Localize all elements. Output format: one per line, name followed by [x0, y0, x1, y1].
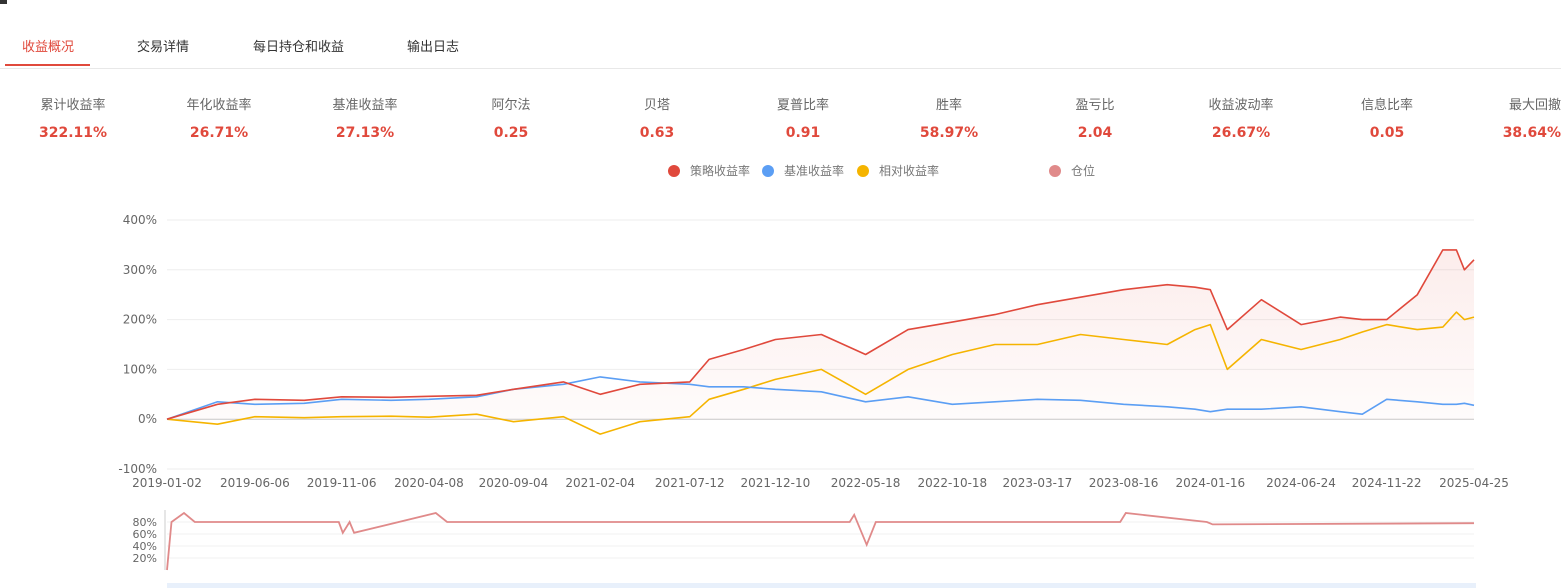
legend-strategy-label[interactable]: 策略收益率 — [690, 163, 750, 178]
legend-benchmark-label[interactable]: 基准收益率 — [784, 163, 844, 178]
series-line-strategy — [166, 249, 1475, 420]
metric-value: 0.05 — [1369, 125, 1405, 141]
strategy-area — [167, 249, 1474, 420]
position-y-tick-label: 20% — [133, 552, 157, 565]
x-tick-label: 2019-06-06 — [220, 476, 290, 490]
metric-label: 胜率 — [935, 98, 962, 113]
metric-annual-return: 年化收益率 26.71% — [159, 94, 279, 141]
metric-label: 基准收益率 — [332, 98, 398, 113]
legend-relative-label[interactable]: 相对收益率 — [879, 163, 939, 178]
tab-return-overview[interactable]: 收益概况 — [22, 40, 75, 55]
metric-value: 26.71% — [189, 125, 249, 141]
metric-label: 信息比率 — [1360, 98, 1413, 113]
x-tick-label: 2019-11-06 — [307, 476, 377, 490]
metric-value: 0.63 — [639, 125, 675, 141]
main-grid: 400% 300% 200% 100% 0% -100% — [118, 213, 1474, 476]
tab-trade-details[interactable]: 交易详情 — [137, 40, 190, 55]
legend-position-dot[interactable] — [1049, 165, 1061, 177]
legend-relative-dot[interactable] — [857, 165, 869, 177]
metric-label: 最大回撤 — [1508, 98, 1561, 113]
tab-daily-holdings[interactable]: 每日持仓和收益 — [253, 40, 345, 55]
metric-value: 322.11% — [38, 125, 108, 141]
metric-label: 年化收益率 — [186, 98, 252, 113]
metric-value: 27.13% — [335, 125, 395, 141]
x-tick-label: 2024-06-24 — [1266, 476, 1336, 490]
top-left-mark — [0, 0, 7, 4]
x-tick-label: 2025-04-25 — [1439, 476, 1509, 490]
position-y-tick-label: 80% — [133, 516, 157, 529]
tab-output-log[interactable]: 输出日志 — [407, 40, 460, 55]
main-axis: 2019-01-02 2019-06-06 2019-11-06 2020-04-08… — [132, 476, 1509, 490]
y-tick-label: -100% — [118, 462, 157, 476]
y-tick-label: 400% — [123, 213, 157, 227]
x-tick-label: 2021-02-04 — [565, 476, 635, 490]
metric-sharpe: 夏普比率 0.91 — [743, 94, 863, 141]
position-chart: 80%60%40%20% — [133, 510, 1475, 571]
metric-label: 收益波动率 — [1208, 98, 1274, 113]
metric-label: 累计收益率 — [40, 98, 106, 113]
x-tick-label: 2022-05-18 — [831, 476, 901, 490]
metric-label: 夏普比率 — [776, 98, 829, 113]
x-tick-label: 2021-07-12 — [655, 476, 725, 490]
metric-value: 58.97% — [919, 125, 979, 141]
position-y-tick-label: 60% — [133, 528, 157, 541]
x-tick-label: 2023-08-16 — [1089, 476, 1159, 490]
legend-position-label[interactable]: 仓位 — [1071, 163, 1095, 178]
y-tick-label: 0% — [138, 412, 157, 426]
x-tick-label: 2024-11-22 — [1352, 476, 1422, 490]
position-y-tick-label: 40% — [133, 540, 157, 553]
metric-cumulative-return: 累计收益率 322.11% — [13, 94, 133, 141]
chart-legend: 策略收益率 基准收益率 相对收益率 仓位 — [668, 163, 1095, 178]
x-tick-label: 2023-03-17 — [1003, 476, 1073, 490]
series-line-benchmark — [166, 376, 1475, 420]
main-series — [166, 249, 1475, 435]
metric-value: 2.04 — [1077, 125, 1113, 141]
range-slider[interactable] — [167, 583, 1476, 588]
series-line-relative — [166, 311, 1475, 435]
metric-value: 26.67% — [1211, 125, 1271, 141]
position-line — [166, 511, 1475, 571]
metric-win-rate: 胜率 58.97% — [889, 94, 1009, 141]
metric-label: 阿尔法 — [491, 98, 531, 113]
y-tick-label: 100% — [123, 362, 157, 376]
y-tick-label: 300% — [123, 263, 157, 277]
metric-value: 0.25 — [493, 125, 529, 141]
tab-bar: 收益概况 交易详情 每日持仓和收益 输出日志 — [0, 0, 1561, 69]
x-tick-label: 2019-01-02 — [132, 476, 202, 490]
metric-label: 贝塔 — [643, 98, 670, 113]
metric-alpha: 阿尔法 0.25 — [451, 94, 571, 141]
x-tick-label: 2021-12-10 — [741, 476, 811, 490]
metric-value: 38.64% — [1502, 125, 1561, 141]
metric-information-ratio: 信息比率 0.05 — [1327, 94, 1447, 141]
y-tick-label: 200% — [123, 313, 157, 327]
metric-profit-loss-ratio: 盈亏比 2.04 — [1035, 94, 1155, 141]
metric-volatility: 收益波动率 26.67% — [1181, 94, 1301, 141]
x-tick-label: 2024-01-16 — [1175, 476, 1245, 490]
metric-benchmark-return: 基准收益率 27.13% — [305, 94, 425, 141]
legend-strategy-dot[interactable] — [668, 165, 680, 177]
x-tick-label: 2020-09-04 — [479, 476, 549, 490]
active-tab-underline — [5, 64, 90, 66]
metric-beta: 贝塔 0.63 — [597, 94, 717, 141]
metric-max-drawdown: 最大回撤 38.64% — [1441, 94, 1561, 141]
legend-benchmark-dot[interactable] — [762, 165, 774, 177]
x-tick-label: 2020-04-08 — [394, 476, 464, 490]
x-tick-label: 2022-10-18 — [917, 476, 987, 490]
metric-value: 0.91 — [785, 125, 821, 141]
metric-label: 盈亏比 — [1075, 98, 1115, 113]
